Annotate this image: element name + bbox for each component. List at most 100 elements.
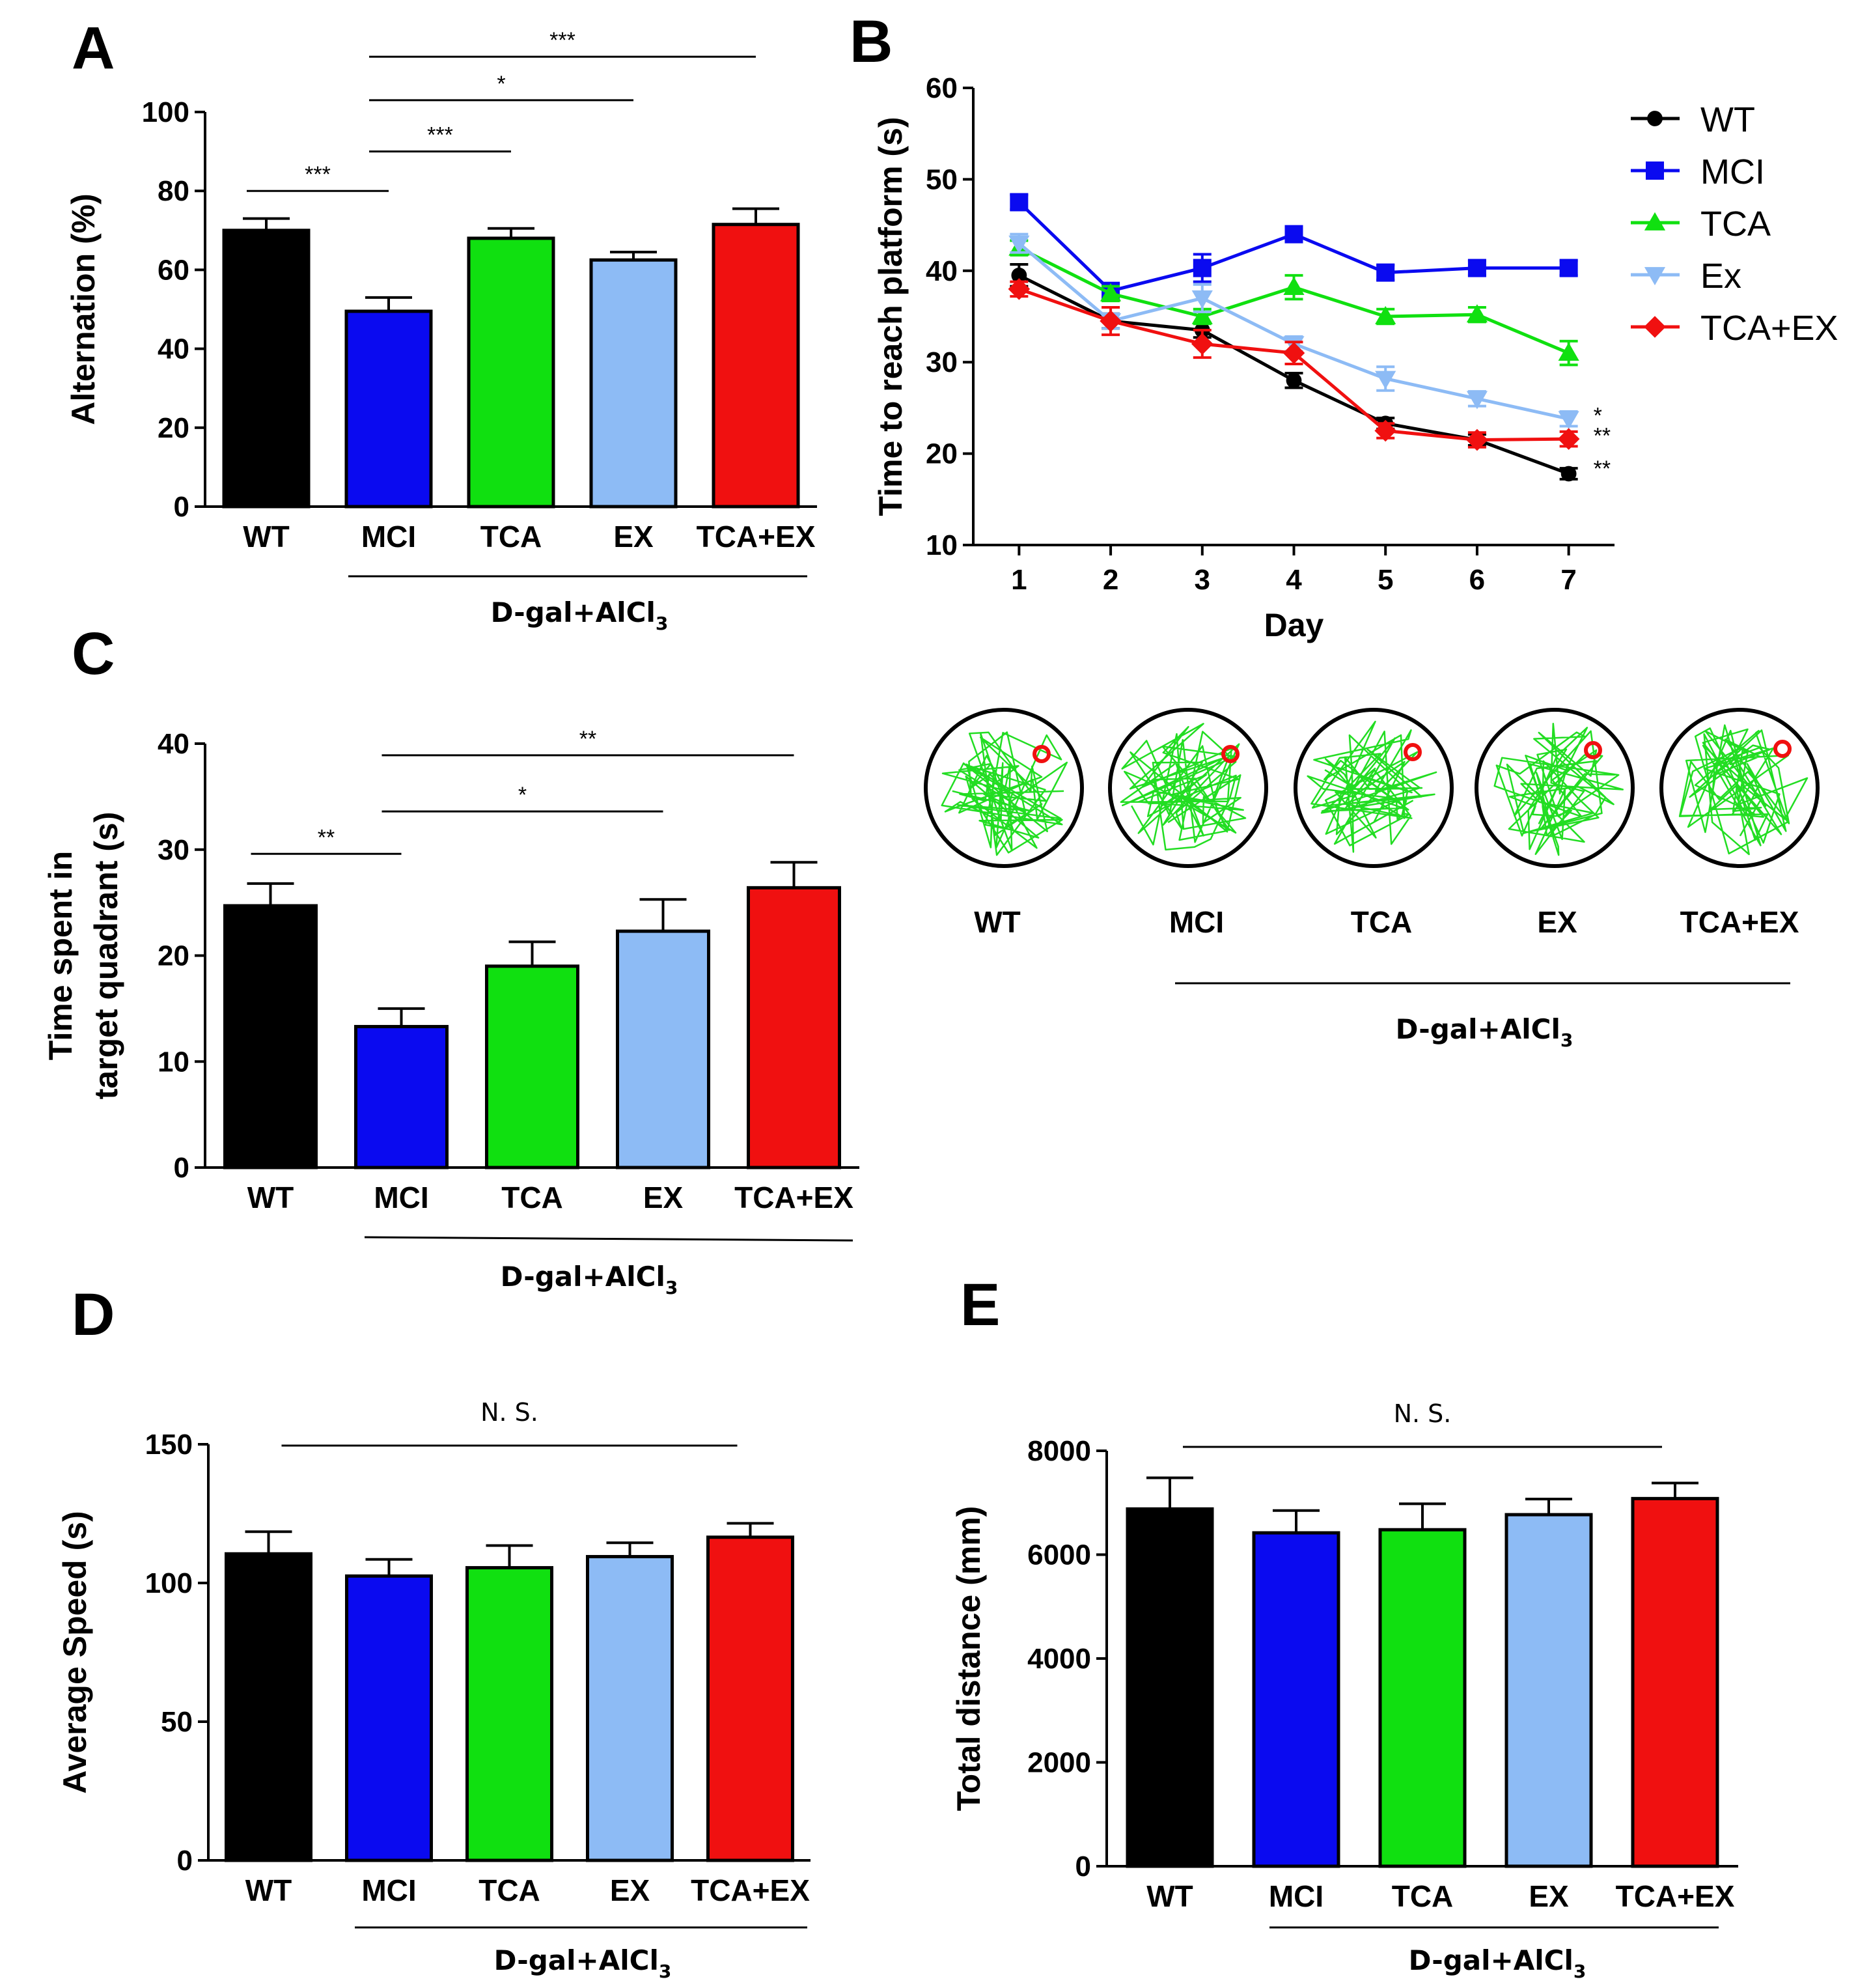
y-tick-label: 2000 <box>1027 1747 1091 1779</box>
swim-path <box>1307 720 1437 853</box>
significance-label: ** <box>1594 456 1611 481</box>
data-point <box>1557 428 1580 450</box>
x-tick-label: EX <box>610 1873 650 1907</box>
panel-label-d: D <box>72 1281 115 1348</box>
x-tick-label: TCA+EX <box>697 520 816 553</box>
bar-wt <box>222 229 311 509</box>
data-point <box>1100 310 1122 332</box>
data-point <box>1100 283 1122 301</box>
group-label-c: D-gal+AlCl3 <box>364 1236 853 1298</box>
data-point <box>1559 259 1578 277</box>
panel-label-b: B <box>850 8 893 75</box>
legend-marker <box>1644 267 1666 286</box>
ns-label: N. S. <box>1394 1399 1452 1428</box>
y-tick-label: 20 <box>158 412 189 444</box>
x-tick-label: WT <box>1146 1879 1193 1913</box>
x-tick-label: TCA+EX <box>691 1873 810 1907</box>
data-point <box>1282 342 1305 364</box>
y-axis-title: Alternation (%) <box>65 193 102 425</box>
legend-marker <box>1647 111 1663 126</box>
legend-item: Ex <box>1631 257 1741 296</box>
data-point <box>1558 343 1579 361</box>
data-point <box>1466 428 1488 451</box>
y-axis-title: Time to reach platform (s) <box>872 117 909 516</box>
significance-label: ** <box>1594 424 1611 449</box>
swim-path <box>1493 722 1624 856</box>
significance-label: *** <box>305 162 331 187</box>
bar-ex <box>589 258 678 509</box>
ns-label: N. S. <box>480 1398 538 1427</box>
group-label-d: D-gal+AlCl3 <box>355 1926 807 1982</box>
platform-marker <box>1033 745 1051 763</box>
data-point <box>1284 225 1303 244</box>
legend-label: TCA+EX <box>1700 309 1838 348</box>
significance-label: * <box>518 783 527 807</box>
x-tick-label: TCA+EX <box>1616 1879 1735 1913</box>
data-point <box>1011 267 1027 283</box>
y-tick-label: 6000 <box>1027 1539 1091 1571</box>
bar-tca <box>465 1566 553 1862</box>
x-tick-label: WT <box>243 520 290 553</box>
legend-item: WT <box>1631 100 1755 139</box>
data-point <box>1191 290 1213 309</box>
bar-ex <box>586 1555 674 1862</box>
bar-wt <box>1126 1507 1214 1868</box>
platform-latency-line-chart: 10 20 30 40 50 60 1 2 3 4 5 6 7 Day Time to reach plat… <box>872 72 1838 643</box>
track-tca: TCA <box>1294 708 1454 939</box>
data-point <box>1283 276 1305 295</box>
significance-label: ** <box>579 727 596 751</box>
target-quadrant-bar-chart: 0 10 20 30 40 Time spent in target quadrant (s… <box>42 727 859 1214</box>
legend-marker <box>1644 212 1666 231</box>
platform-marker <box>1404 743 1422 761</box>
x-tick-label: EX <box>643 1181 684 1214</box>
panel-label-c: C <box>72 621 115 687</box>
data-point <box>1466 391 1488 410</box>
y-tick-label: 50 <box>926 163 958 195</box>
legend-marker <box>1646 161 1664 180</box>
y-tick-label: 8000 <box>1027 1435 1091 1467</box>
svg-text:D-gal+AlCl3: D-gal+AlCl3 <box>491 596 669 634</box>
average-speed-bar-chart: 0 50 100 150 Average Speed (s) WT MCI TCA EX TCA+… <box>57 1398 811 1907</box>
x-tick-label: TCA <box>501 1181 563 1214</box>
bar-wt <box>223 904 318 1169</box>
swim-path <box>941 731 1068 856</box>
platform-marker <box>1584 741 1602 759</box>
svg-text:D-gal+AlCl3: D-gal+AlCl3 <box>1409 1944 1587 1982</box>
bar-mci <box>354 1025 449 1169</box>
x-tick-label: MCI <box>1269 1879 1324 1913</box>
track-tca-ex: TCA+EX <box>1659 708 1820 939</box>
panel-label-a: A <box>72 15 115 81</box>
x-tick-label: 5 <box>1378 564 1393 596</box>
data-point <box>1191 333 1213 355</box>
data-point <box>1008 235 1030 254</box>
bar-tca <box>467 236 555 509</box>
data-point <box>1375 305 1396 324</box>
series-tca <box>1008 237 1579 367</box>
x-tick-label: WT <box>245 1873 292 1907</box>
y-axis-title: Time spent in <box>42 851 79 1060</box>
bar-wt <box>225 1552 312 1862</box>
y-tick-label: 40 <box>158 728 189 760</box>
x-tick-label: TCA <box>480 520 542 553</box>
data-point <box>1286 372 1302 389</box>
data-point <box>1374 419 1397 442</box>
bar-mci <box>344 309 433 509</box>
x-tick-label: WT <box>247 1181 294 1214</box>
bar-mci <box>1252 1531 1340 1868</box>
bar-tca-ex <box>1631 1496 1719 1868</box>
svg-text:D-gal+AlCl3: D-gal+AlCl3 <box>501 1261 678 1298</box>
x-tick-label: 1 <box>1011 564 1027 596</box>
data-point <box>1376 263 1395 282</box>
x-tick-label: 4 <box>1286 564 1302 596</box>
data-point <box>1193 259 1212 277</box>
bar-ex <box>616 929 710 1169</box>
legend-marker <box>1644 316 1666 338</box>
y-tick-label: 40 <box>926 255 958 287</box>
data-point <box>1191 305 1213 324</box>
data-point <box>1467 259 1486 277</box>
data-point <box>1558 411 1579 430</box>
swim-path <box>1120 723 1247 851</box>
track-mci: MCI <box>1108 708 1268 939</box>
platform-marker <box>1773 740 1792 758</box>
